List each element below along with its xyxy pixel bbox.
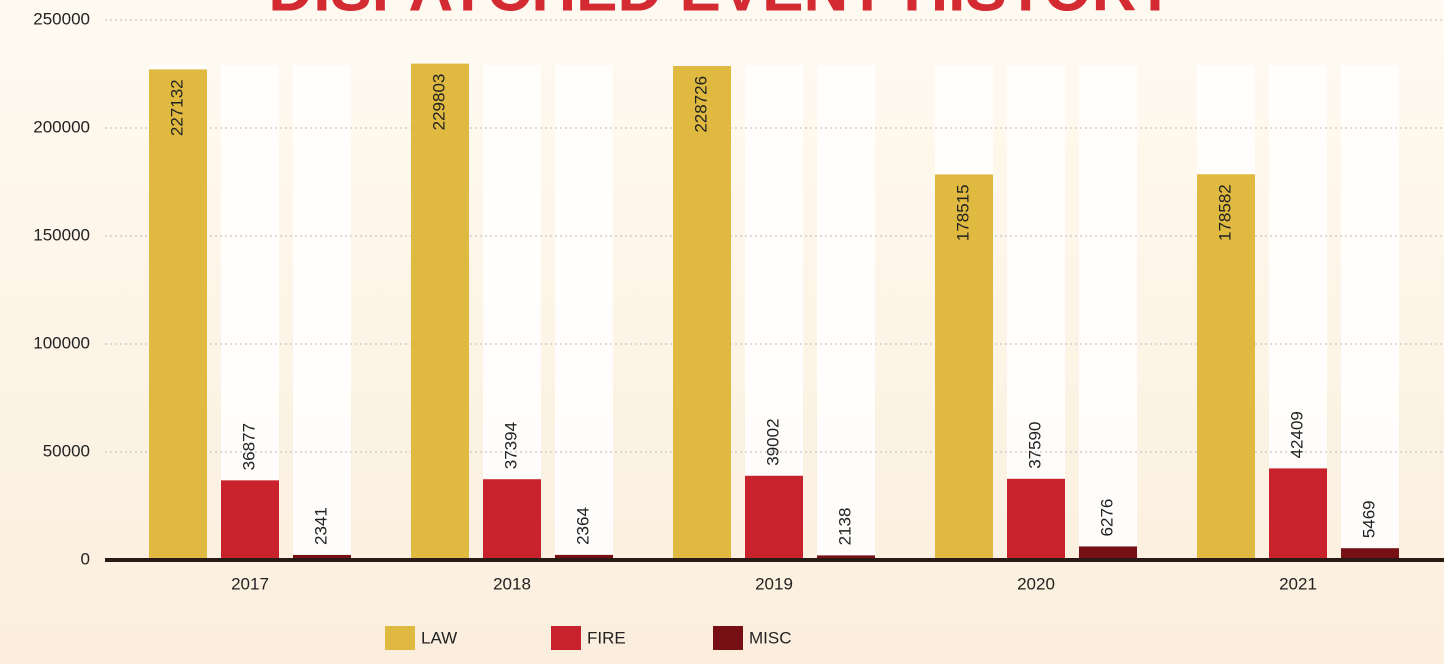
value-label: 228726 bbox=[691, 76, 710, 133]
value-label: 178582 bbox=[1215, 184, 1234, 241]
bar bbox=[293, 554, 351, 560]
column-band bbox=[293, 65, 351, 560]
y-tick-label: 150000 bbox=[33, 225, 90, 244]
legend-label: MISC bbox=[749, 628, 792, 647]
value-label: 2138 bbox=[835, 508, 854, 546]
x-tick-label: 2018 bbox=[493, 574, 531, 593]
chart-title: DISPATCHED EVENT HISTORY bbox=[268, 0, 1175, 24]
y-tick-label: 250000 bbox=[33, 9, 90, 28]
bar bbox=[555, 554, 613, 560]
bar bbox=[817, 555, 875, 560]
column-band bbox=[221, 65, 279, 560]
bar bbox=[673, 65, 731, 560]
column-band bbox=[483, 65, 541, 560]
x-tick-label: 2017 bbox=[231, 574, 269, 593]
bar bbox=[935, 174, 993, 560]
y-tick-label: 0 bbox=[81, 549, 90, 568]
bar bbox=[1007, 478, 1065, 560]
value-label: 5469 bbox=[1359, 500, 1378, 538]
column-band bbox=[817, 65, 875, 560]
column-band bbox=[1341, 65, 1399, 560]
bar bbox=[483, 479, 541, 560]
x-tick-label: 2019 bbox=[755, 574, 793, 593]
bar bbox=[221, 480, 279, 560]
value-label: 178515 bbox=[953, 184, 972, 241]
value-label: 42409 bbox=[1287, 411, 1306, 458]
x-tick-label: 2020 bbox=[1017, 574, 1055, 593]
bar bbox=[1341, 548, 1399, 560]
y-tick-label: 50000 bbox=[43, 441, 90, 460]
value-label: 37394 bbox=[501, 422, 520, 469]
bar bbox=[1079, 546, 1137, 560]
bar bbox=[411, 63, 469, 560]
value-label: 227132 bbox=[167, 79, 186, 136]
value-label: 6276 bbox=[1097, 499, 1116, 537]
value-label: 37590 bbox=[1025, 422, 1044, 469]
x-tick-label: 2021 bbox=[1279, 574, 1317, 593]
legend-label: LAW bbox=[421, 628, 457, 647]
value-label: 2341 bbox=[311, 507, 330, 545]
legend-swatch bbox=[713, 626, 743, 650]
bar bbox=[1197, 174, 1255, 560]
bar bbox=[1269, 468, 1327, 560]
value-label: 39002 bbox=[763, 418, 782, 465]
value-label: 229803 bbox=[429, 74, 448, 131]
y-tick-label: 100000 bbox=[33, 333, 90, 352]
value-label: 36877 bbox=[239, 423, 258, 470]
value-label: 2364 bbox=[573, 507, 592, 545]
legend-swatch bbox=[551, 626, 581, 650]
bar bbox=[149, 69, 207, 560]
column-band bbox=[1007, 65, 1065, 560]
legend-swatch bbox=[385, 626, 415, 650]
y-tick-label: 200000 bbox=[33, 117, 90, 136]
column-band bbox=[555, 65, 613, 560]
bar bbox=[745, 475, 803, 560]
column-band bbox=[1079, 65, 1137, 560]
legend-label: FIRE bbox=[587, 628, 626, 647]
